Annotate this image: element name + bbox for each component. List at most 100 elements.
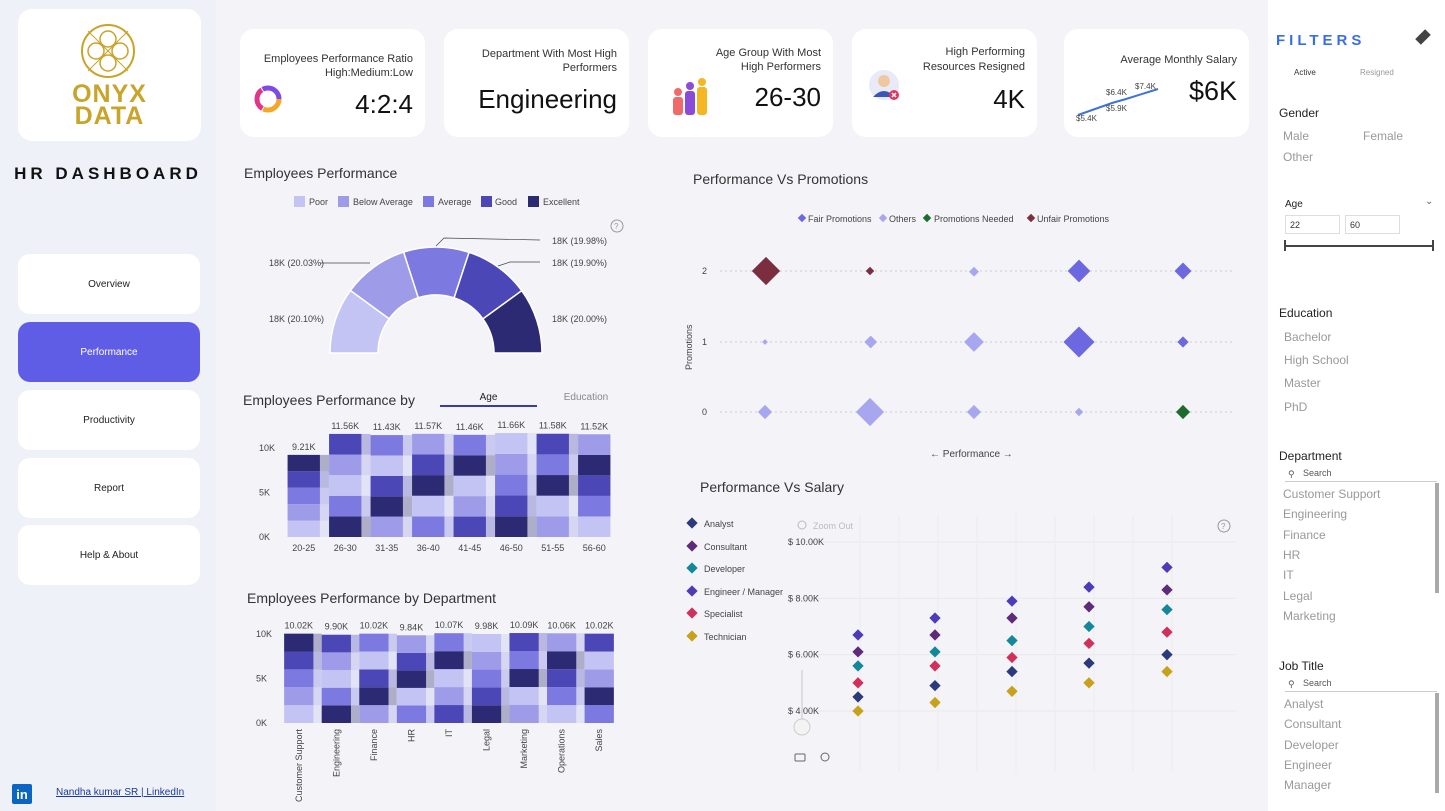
age-max-input[interactable]: 60 [1345,215,1400,234]
ribbon [350,634,360,653]
age-slider-max-handle[interactable] [1432,240,1434,251]
dept-item[interactable]: Customer Support [1283,487,1381,501]
legend-below: Below Average [353,197,413,207]
promo-legend-others: Others [889,214,917,224]
search-icon: ⚲ [1288,679,1295,689]
x-tick: Customer Support [294,729,304,803]
ribbon [444,516,454,537]
bar-segment [434,651,464,670]
kpi-ratio-card: Employees Performance Ratio High:Medium:… [240,29,425,137]
dept-item[interactable]: Marketing [1283,609,1336,623]
zoom-icon [797,520,807,530]
bar-segment [434,669,464,688]
dept-item[interactable]: IT [1283,568,1294,582]
job-item[interactable]: Engineer [1284,758,1333,772]
ribbon [350,687,360,706]
nav-performance[interactable]: Performance [18,322,200,382]
info-icon [610,219,624,233]
eraser-icon[interactable] [1412,26,1434,48]
logo-line2: DATA [74,102,145,130]
edu-bachelor[interactable]: Bachelor [1284,330,1332,344]
job-item[interactable]: Manager [1284,778,1332,792]
bar-segment [396,687,427,706]
bar-segment [578,434,611,455]
ribbon [426,670,435,688]
salary-legend-developer: Developer [704,564,745,574]
bar-segment [471,669,502,688]
job-item[interactable]: Developer [1284,738,1339,752]
tab-active[interactable]: Active [1294,68,1316,77]
ribbon [485,496,496,517]
bar-segment [359,651,389,670]
dept-scrollbar[interactable] [1435,483,1439,593]
job-item[interactable]: Analyst [1284,697,1324,711]
job-scrollbar[interactable] [1435,693,1439,793]
bar-segment [453,496,486,517]
gender-male[interactable]: Male [1283,129,1310,143]
bar-segment [412,454,445,476]
ribbon [319,520,330,537]
ribbon [576,687,585,706]
age-slider-min-handle[interactable] [1284,240,1286,251]
y-tick: 10K [256,629,272,639]
bar-segment [434,705,464,723]
x-tick: 46-50 [500,543,523,553]
dept-item[interactable]: Engineering [1283,507,1348,521]
edu-highschool[interactable]: High School [1284,353,1349,367]
gender-female[interactable]: Female [1363,129,1404,143]
ribbon [501,634,510,652]
promo-point [757,404,773,420]
linkedin-icon[interactable]: in [12,784,32,804]
gender-other[interactable]: Other [1283,150,1314,164]
svg-text:?: ? [1221,522,1226,531]
bar-segment [359,669,389,688]
ribbon [568,454,579,476]
salary-point [852,629,864,641]
promo-y-label: Promotions [684,324,694,370]
edu-master[interactable]: Master [1284,376,1321,390]
bar-segment [329,495,362,517]
ribbon [501,705,510,723]
bar-segment [370,496,403,517]
job-item[interactable]: Consultant [1284,717,1342,731]
tab-age[interactable]: Age [440,392,537,407]
ribbon [485,475,496,497]
salary-point [1161,626,1173,638]
dept-item[interactable]: Legal [1283,589,1313,603]
department-search[interactable]: Search [1285,468,1437,482]
salary-point [1161,603,1173,616]
ribbon [538,687,548,706]
job-search[interactable]: Search [1285,678,1437,692]
edu-phd[interactable]: PhD [1284,400,1308,414]
ribbon [313,705,322,723]
x-tick: 41-45 [458,543,481,553]
donut-slices [329,246,543,354]
nav-productivity[interactable]: Productivity [18,390,200,450]
chevron-down-icon[interactable]: ⌄ [1425,196,1434,207]
nav-report[interactable]: Report [18,458,200,518]
linkedin-link[interactable]: Nandha kumar SR | LinkedIn [56,787,185,798]
camera-icon [794,753,806,762]
ribbon [527,453,537,475]
zoom-slider-handle [793,718,811,736]
bar-segment [578,454,611,476]
kpi-dept-value: Engineering [478,84,617,114]
nav-overview[interactable]: Overview [18,254,200,314]
x-tick: Sales [594,729,604,752]
age-min-input[interactable]: 22 [1285,215,1340,234]
kpi-dept-label2: Performers [562,62,617,74]
age-slider-track[interactable] [1285,245,1433,247]
bar-segment [434,687,464,706]
dept-item[interactable]: Finance [1283,528,1326,542]
bar-segment [370,435,403,456]
nav-help[interactable]: Help & About [18,525,200,585]
search-icon: ⚲ [1288,469,1295,479]
spark-label-4: $7.4K [1135,82,1157,91]
promo-point [1067,259,1091,283]
dept-item[interactable]: HR [1283,548,1301,562]
tab-education[interactable]: Education [563,392,609,403]
x-tick: 51-55 [541,543,564,553]
tab-resigned[interactable]: Resigned [1360,68,1394,77]
resigned-user-icon [869,70,899,100]
bar-total-label: 9.21K [292,442,316,452]
